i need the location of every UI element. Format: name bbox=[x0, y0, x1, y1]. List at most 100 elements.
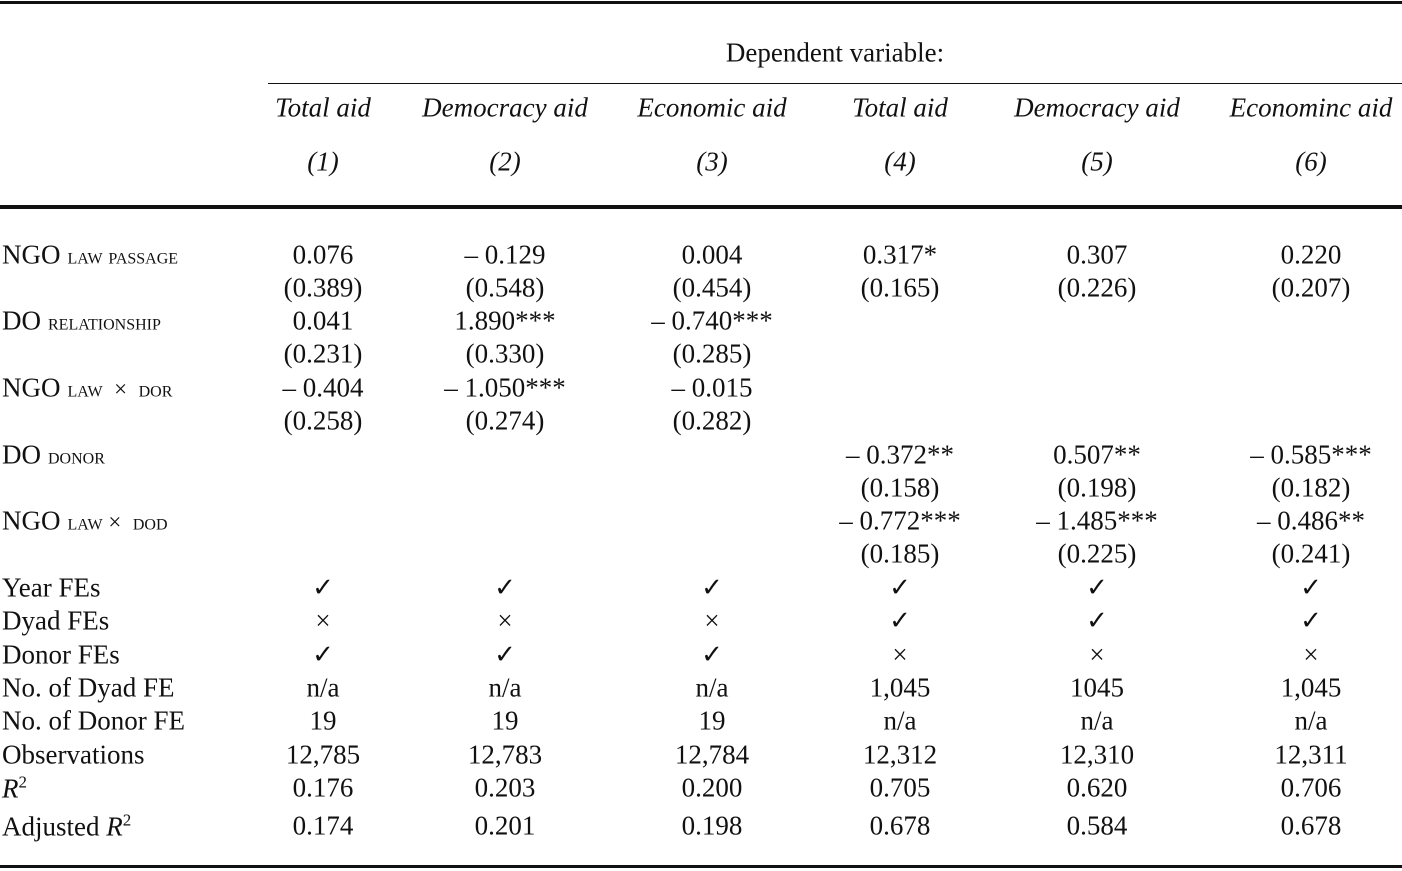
coefficient: 0.041 bbox=[292, 305, 354, 336]
summary-value: n/a bbox=[883, 705, 917, 736]
summary-value: 0.705 bbox=[869, 772, 931, 803]
summary-value: 12,311 bbox=[1274, 739, 1348, 770]
summary-value: ✓ bbox=[701, 640, 723, 670]
summary-value: 1,045 bbox=[869, 672, 931, 703]
standard-error: (0.231) bbox=[283, 338, 363, 369]
label-part: No. of Donor FE bbox=[2, 705, 185, 736]
summary-value: ✓ bbox=[1300, 606, 1322, 636]
summary-value: 0.678 bbox=[1280, 810, 1342, 841]
label-part: DO bbox=[2, 439, 41, 470]
column-number: (2) bbox=[489, 146, 521, 177]
row-label: DO relationship bbox=[2, 307, 161, 335]
summary-value: 1,045 bbox=[1280, 672, 1342, 703]
standard-error: (0.198) bbox=[1057, 472, 1137, 503]
standard-error: (0.182) bbox=[1271, 472, 1351, 503]
label-part: relationship bbox=[48, 309, 161, 335]
label-part: Adjusted bbox=[2, 811, 107, 842]
summary-value: n/a bbox=[306, 672, 340, 703]
summary-value: 19 bbox=[698, 705, 726, 736]
coefficient: – 0.486** bbox=[1257, 505, 1365, 536]
label-part: law passage bbox=[67, 243, 179, 269]
summary-value: ✓ bbox=[889, 606, 911, 636]
standard-error: (0.258) bbox=[283, 405, 363, 436]
summary-value: ✓ bbox=[312, 573, 334, 603]
column-number: (5) bbox=[1081, 146, 1113, 177]
standard-error: (0.548) bbox=[465, 272, 545, 303]
summary-value: 0.176 bbox=[292, 772, 354, 803]
coefficient: 0.004 bbox=[681, 239, 743, 270]
label-part: R bbox=[2, 773, 19, 804]
coefficient: – 0.772*** bbox=[839, 505, 961, 536]
summary-value: 12,784 bbox=[674, 739, 750, 770]
standard-error: (0.285) bbox=[672, 338, 752, 369]
label-part: NGO bbox=[2, 505, 61, 536]
label-part: Donor FEs bbox=[2, 639, 120, 670]
label-part: No. of Dyad FE bbox=[2, 672, 175, 703]
summary-value: 0.200 bbox=[681, 772, 743, 803]
summary-value: ✓ bbox=[889, 573, 911, 603]
standard-error: (0.185) bbox=[860, 538, 940, 569]
top-rule bbox=[0, 1, 1402, 4]
summary-value: × bbox=[1303, 639, 1319, 670]
standard-error: (0.165) bbox=[860, 272, 940, 303]
standard-error: (0.330) bbox=[465, 338, 545, 369]
coefficient: 1.890*** bbox=[454, 305, 556, 336]
coefficient: – 0.015 bbox=[671, 372, 753, 403]
row-label: DO donor bbox=[2, 439, 105, 470]
dependent-variable: Dependent variable: bbox=[725, 37, 945, 68]
summary-value: ✓ bbox=[312, 640, 334, 670]
summary-value: 0.620 bbox=[1066, 772, 1128, 803]
coefficient: 0.507** bbox=[1053, 439, 1141, 470]
column-number: (6) bbox=[1295, 146, 1327, 177]
row-label: NGO law passage bbox=[2, 239, 179, 270]
column-number: (1) bbox=[307, 146, 339, 177]
summary-value: 19 bbox=[309, 705, 337, 736]
row-label: NGO law × dor bbox=[2, 372, 172, 403]
column-name: Econominc aid bbox=[1229, 92, 1393, 123]
label-part: 2 bbox=[18, 772, 28, 792]
summary-value: ✓ bbox=[494, 573, 516, 603]
summary-value: 0.174 bbox=[292, 810, 354, 841]
summary-value: 1045 bbox=[1070, 672, 1124, 703]
column-name: Total aid bbox=[852, 92, 948, 123]
summary-value: 0.706 bbox=[1280, 772, 1342, 803]
coefficient: – 0.740*** bbox=[651, 305, 773, 336]
column-name: Total aid bbox=[275, 92, 371, 123]
summary-value: ✓ bbox=[1086, 573, 1108, 603]
row-label: Observations bbox=[2, 739, 145, 770]
summary-value: n/a bbox=[488, 672, 522, 703]
label-part: R bbox=[106, 811, 123, 842]
coefficient: – 0.372** bbox=[846, 439, 954, 470]
summary-value: ✓ bbox=[1086, 606, 1108, 636]
summary-value: ✓ bbox=[701, 573, 723, 603]
label-part: 2 bbox=[122, 810, 132, 830]
standard-error: (0.225) bbox=[1057, 538, 1137, 569]
standard-error: (0.274) bbox=[465, 405, 545, 436]
summary-value: 0.678 bbox=[869, 810, 931, 841]
label-part: Year FEs bbox=[2, 572, 101, 603]
column-number: (3) bbox=[696, 146, 728, 177]
label-part: donor bbox=[48, 443, 105, 469]
summary-value: × bbox=[315, 605, 331, 636]
summary-value: × bbox=[892, 639, 908, 670]
summary-value: 12,312 bbox=[862, 739, 938, 770]
summary-value: × bbox=[497, 605, 513, 636]
label-part: Observations bbox=[2, 739, 145, 770]
column-name: Democracy aid bbox=[422, 92, 588, 123]
coefficient: – 1.485*** bbox=[1036, 505, 1158, 536]
standard-error: (0.389) bbox=[283, 272, 363, 303]
summary-value: 0.203 bbox=[474, 772, 536, 803]
label-part: NGO bbox=[2, 239, 61, 270]
standard-error: (0.282) bbox=[672, 405, 752, 436]
standard-error: (0.226) bbox=[1057, 272, 1137, 303]
summary-value: × bbox=[1089, 639, 1105, 670]
row-label: Dyad FEs bbox=[2, 605, 110, 636]
column-number: (4) bbox=[884, 146, 916, 177]
row-label: Year FEs bbox=[2, 572, 101, 603]
label-part: NGO bbox=[2, 372, 61, 403]
label-part: Dyad FEs bbox=[2, 605, 110, 636]
coefficient: – 0.585*** bbox=[1250, 439, 1372, 470]
row-label: No. of Dyad FE bbox=[2, 672, 175, 703]
coefficient: – 0.404 bbox=[282, 372, 364, 403]
